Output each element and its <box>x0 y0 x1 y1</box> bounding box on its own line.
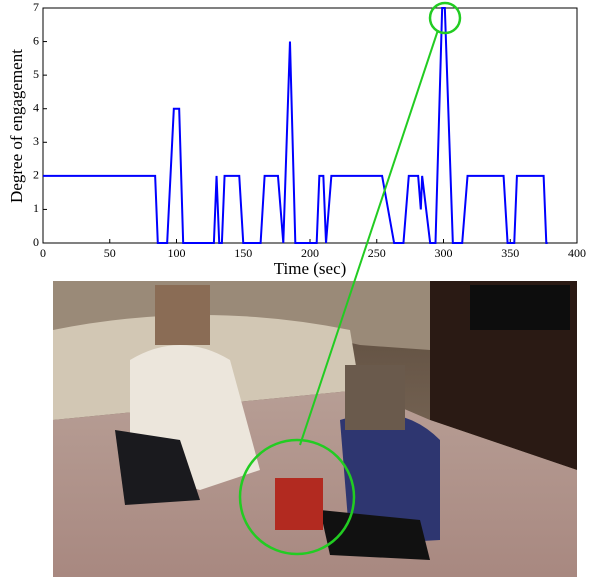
y-tick-label: 0 <box>33 235 39 249</box>
data-line <box>43 8 548 243</box>
y-tick-label: 2 <box>33 168 39 182</box>
photo-child-head <box>345 365 405 430</box>
x-tick-label: 250 <box>368 246 386 260</box>
y-tick-label: 3 <box>33 134 39 148</box>
y-tick-label: 1 <box>33 201 39 215</box>
photo-aquarium <box>470 285 570 330</box>
plot-area: 0 1 2 3 4 5 6 7 0 50 100 150 200 250 300 350 400 <box>33 0 586 260</box>
y-tick-label: 6 <box>33 33 39 47</box>
y-tick-label: 4 <box>33 100 39 114</box>
x-tick-label: 300 <box>435 246 453 260</box>
x-tick-label: 400 <box>568 246 586 260</box>
photo <box>53 281 577 577</box>
y-tick-label: 7 <box>33 0 39 14</box>
y-axis-label: Degree of engagement <box>7 49 26 203</box>
x-tick-label: 0 <box>40 246 46 260</box>
x-tick-label: 350 <box>501 246 519 260</box>
x-tick-label: 200 <box>301 246 319 260</box>
photo-adult-head <box>155 285 210 345</box>
x-axis-label: Time (sec) <box>274 259 347 278</box>
x-tick-label: 150 <box>234 246 252 260</box>
y-tick-label: 5 <box>33 67 39 81</box>
photo-toy <box>275 478 323 530</box>
plot-frame <box>43 8 577 243</box>
x-tick-label: 100 <box>168 246 186 260</box>
figure: Time (sec) Degree of engagement 0 1 2 3 4 5 6 7… <box>0 0 594 580</box>
x-tick-label: 50 <box>104 246 116 260</box>
